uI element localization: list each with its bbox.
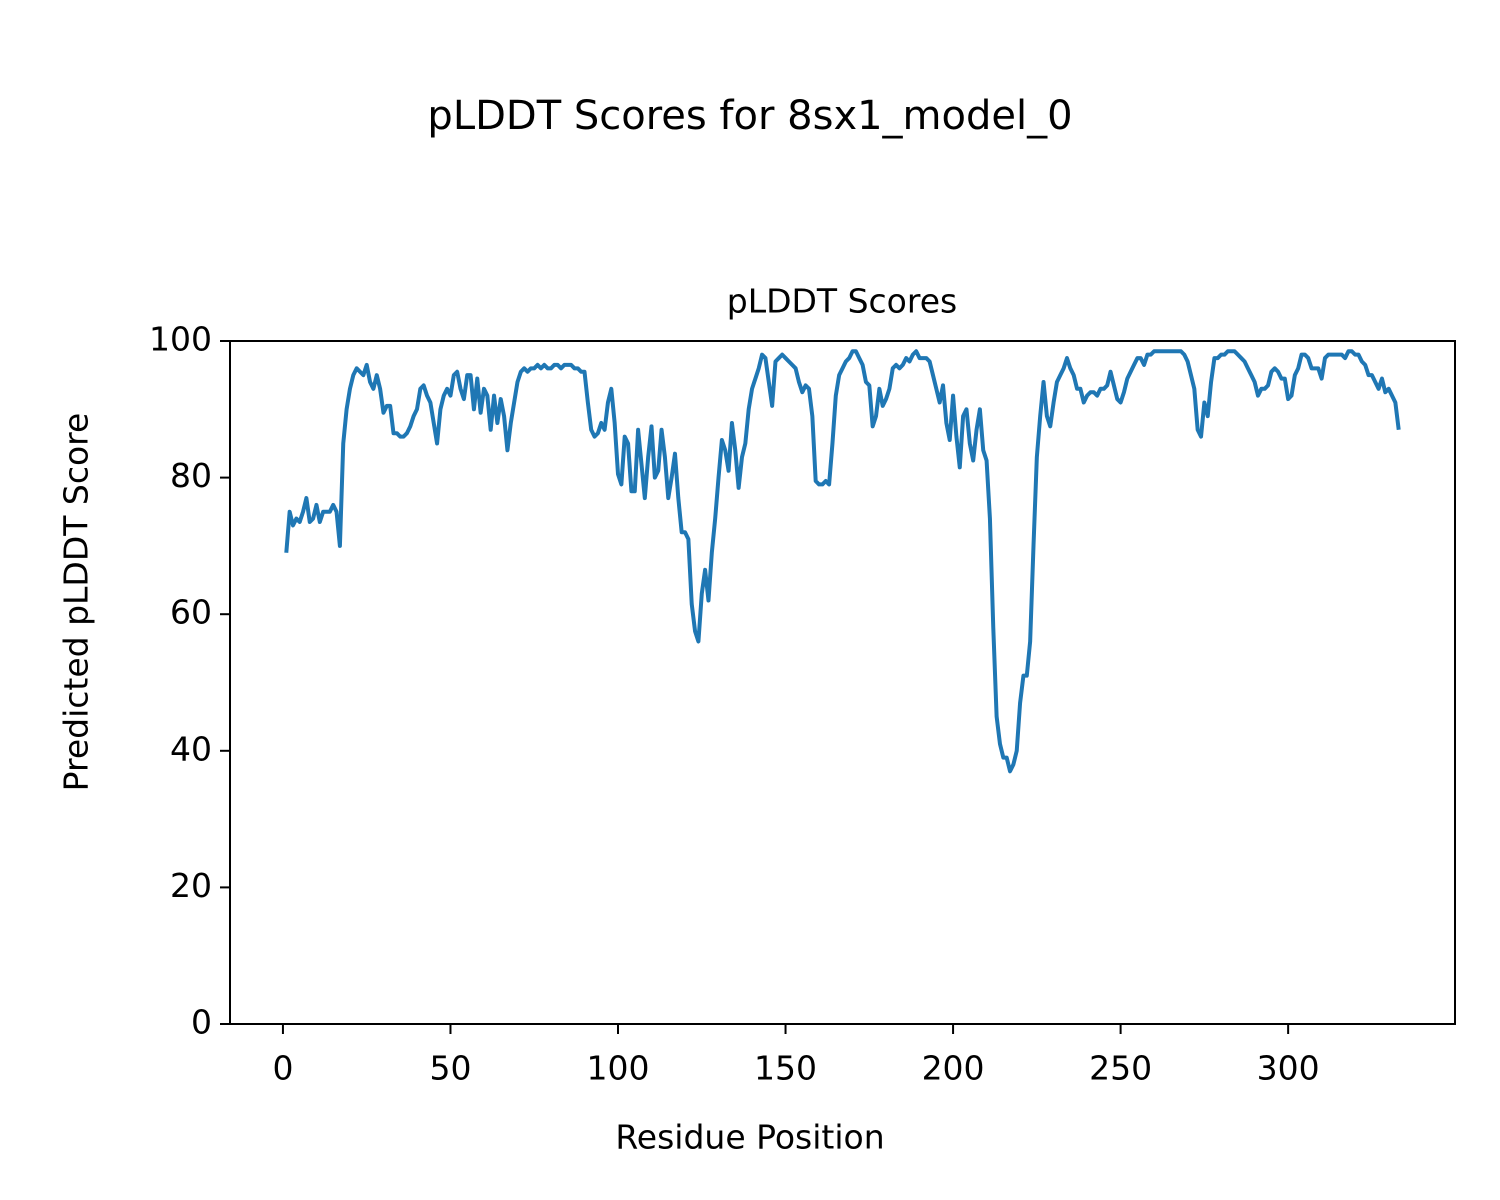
axes-title: pLDDT Scores — [727, 282, 957, 321]
x-axis-label: Residue Position — [615, 1118, 884, 1157]
x-tick-label: 250 — [1089, 1049, 1152, 1088]
data-line — [284, 349, 1401, 774]
x-tick-label: 0 — [272, 1049, 293, 1088]
x-tick-label: 300 — [1257, 1049, 1320, 1088]
y-axis-label: Predicted pLDDT Score — [57, 413, 96, 792]
y-tick-label: 20 — [170, 866, 212, 905]
plot-frame — [229, 340, 1456, 1025]
y-tick-label: 100 — [149, 320, 212, 359]
y-tick-label: 60 — [170, 593, 212, 632]
x-tick-label: 50 — [429, 1049, 471, 1088]
x-tick-label: 100 — [587, 1049, 650, 1088]
y-tick-label: 40 — [170, 729, 212, 768]
y-tick-label: 80 — [170, 456, 212, 495]
chart-title: pLDDT Scores for 8sx1_model_0 — [427, 93, 1072, 139]
x-tick-label: 150 — [754, 1049, 817, 1088]
x-tick-label: 200 — [922, 1049, 985, 1088]
y-tick-label: 0 — [191, 1003, 212, 1042]
